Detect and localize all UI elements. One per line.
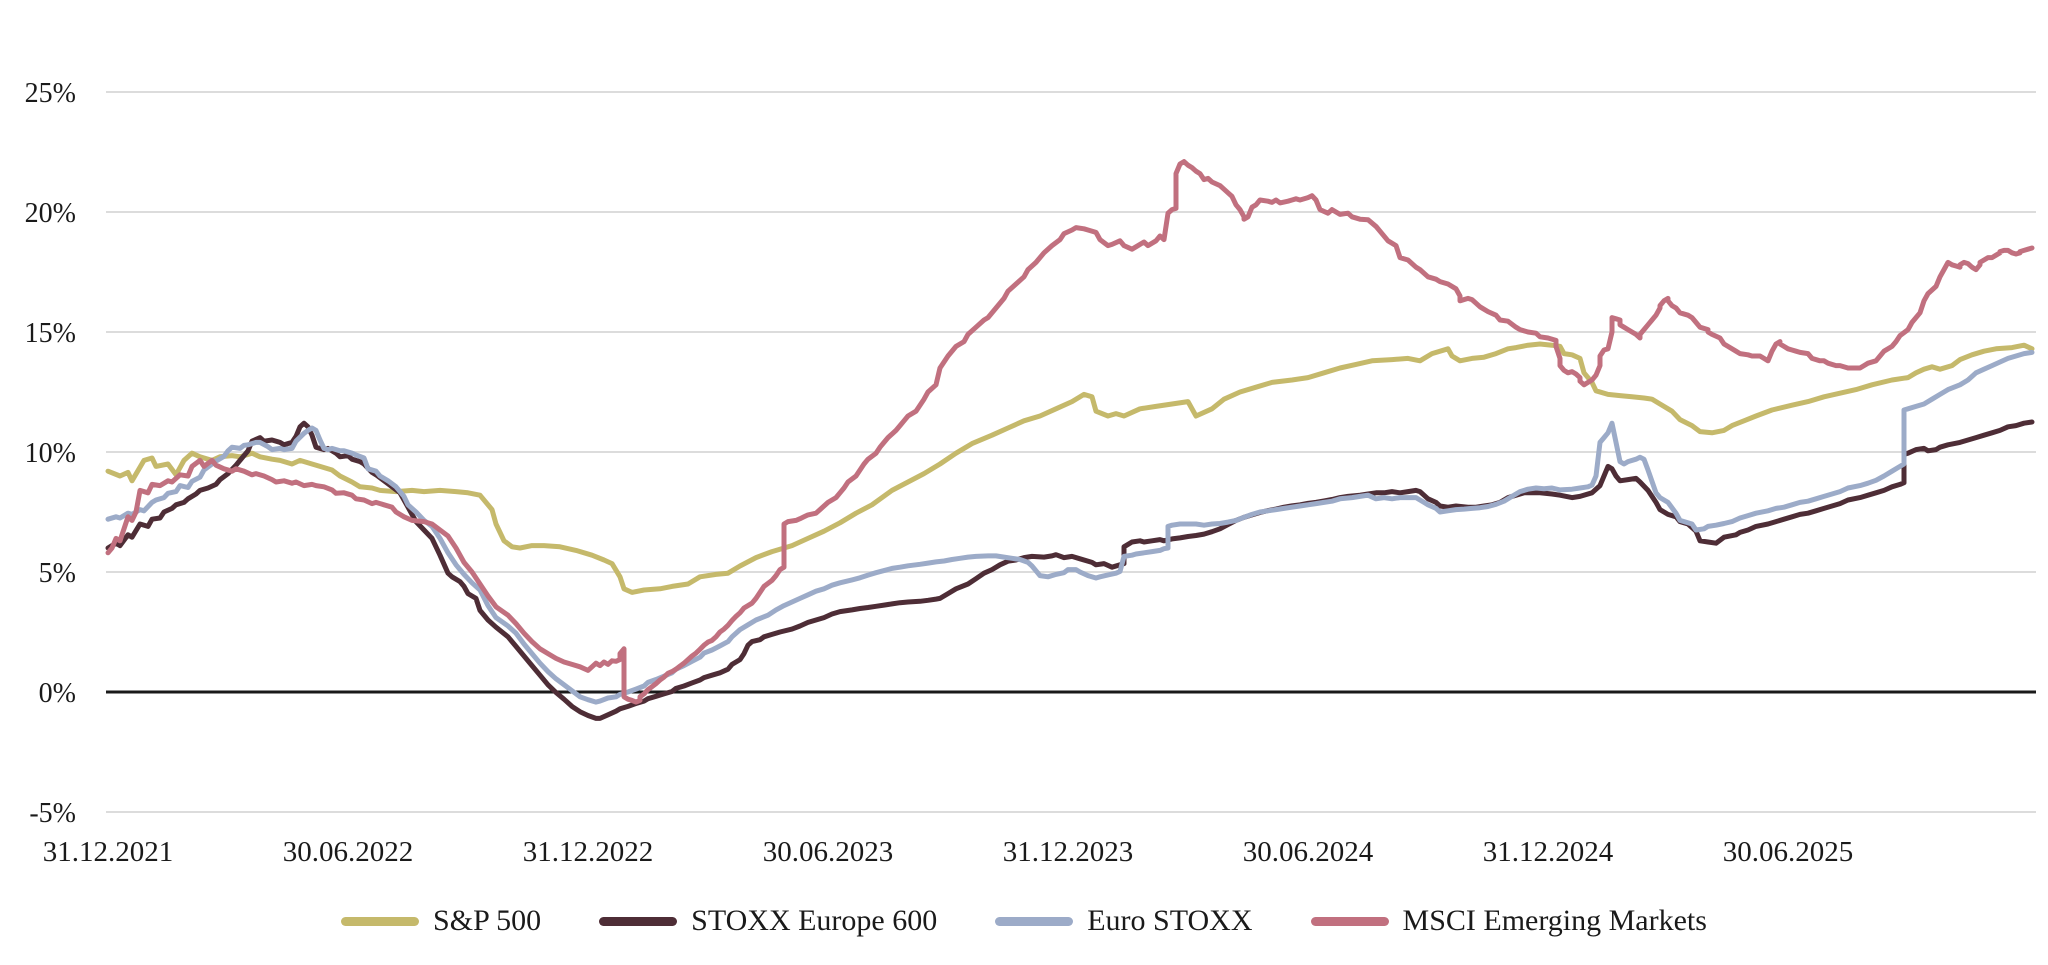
x-axis-tick-label: 31.12.2023 — [1003, 836, 1134, 868]
x-axis-tick-label: 31.12.2021 — [43, 836, 174, 868]
x-axis-tick-label: 30.06.2025 — [1723, 836, 1854, 868]
x-axis-tick-label: 31.12.2022 — [523, 836, 654, 868]
legend-item-stoxx-europe-600: STOXX Europe 600 — [599, 898, 937, 944]
y-axis-tick-label: 10% — [25, 438, 76, 469]
y-axis-tick-label: 25% — [25, 78, 76, 109]
euro-stoxx-line-swatch — [995, 916, 1074, 926]
x-axis-tick-label: 31.12.2024 — [1483, 836, 1614, 868]
x-axis-tick-label: 30.06.2023 — [763, 836, 894, 868]
y-axis-tick-label: 20% — [25, 198, 76, 229]
legend-item-msci-em: MSCI Emerging Markets — [1310, 898, 1707, 944]
chart-legend: S&P 500 STOXX Europe 600 Euro STOXX MSCI… — [0, 898, 2048, 944]
legend-label: Euro STOXX — [1087, 904, 1253, 937]
legend-item-sp500: S&P 500 — [341, 898, 541, 944]
y-axis-tick-label: 15% — [25, 318, 76, 349]
x-axis-tick-label: 30.06.2022 — [283, 836, 414, 868]
legend-label: S&P 500 — [433, 904, 542, 937]
y-axis-tick-label: -5% — [29, 798, 76, 829]
msci-em-line-swatch — [1310, 916, 1389, 926]
line-chart-plot: 25% 20% 15% 10% 5% 0% -5% 31.12.2021 30.06.2022 3… — [25, 78, 2036, 868]
y-axis-tick-label: 0% — [39, 678, 76, 709]
y-axis-tick-label: 5% — [39, 558, 76, 589]
legend-label: MSCI Emerging Markets — [1402, 904, 1707, 937]
series-line-s-p-500 — [105, 341, 2035, 595]
x-axis-tick-label: 30.06.2024 — [1243, 836, 1374, 868]
legend-item-euro-stoxx: Euro STOXX — [995, 898, 1253, 944]
series-line-euro-stoxx — [105, 349, 2035, 705]
series-line-msci-emerging-markets — [105, 159, 2035, 705]
stoxx600-line-swatch — [599, 916, 678, 926]
sp500-line-swatch — [341, 916, 420, 926]
legend-label: STOXX Europe 600 — [691, 904, 938, 937]
